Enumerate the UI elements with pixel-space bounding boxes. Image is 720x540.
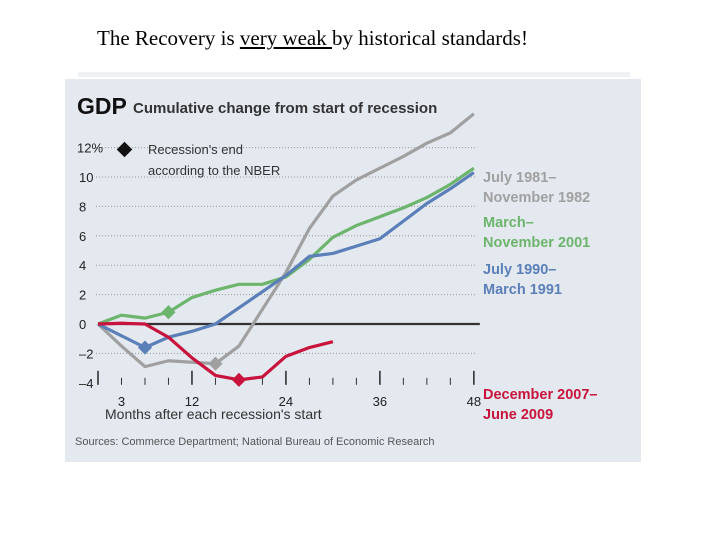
series-label: December 2007– (483, 387, 597, 403)
title-text-end: by historical standards! (332, 26, 528, 50)
chart-background (65, 79, 641, 462)
title-text: The Recovery is (97, 26, 240, 50)
top-strip (78, 72, 630, 77)
series-label: November 2001 (483, 235, 590, 251)
series-label: July 1990– (483, 262, 556, 278)
chart-title: GDP (77, 93, 127, 119)
series-label: March 1991 (483, 282, 562, 298)
recession-end-marker (137, 340, 153, 355)
chart-svg: GDP Cumulative change from start of rece… (65, 72, 641, 462)
series-label: November 1982 (483, 190, 590, 206)
y-tick-label: –4 (79, 376, 93, 391)
series-label: March– (483, 215, 534, 231)
y-tick-label: 0 (79, 317, 86, 332)
series-label: June 2009 (483, 407, 553, 423)
x-tick-label: 48 (467, 394, 481, 409)
recession-end-marker (231, 372, 247, 387)
slide-title: The Recovery is very weak by historical … (97, 26, 528, 51)
y-tick-label: 12% (77, 141, 103, 156)
series-line (96, 112, 475, 369)
series-label: July 1981– (483, 170, 556, 186)
legend-marker-label-2: according to the NBER (148, 163, 280, 178)
y-tick-label: 2 (79, 288, 86, 303)
x-tick-label: 24 (279, 394, 293, 409)
y-tick-label: –2 (79, 346, 93, 361)
y-tick-label: 6 (79, 229, 86, 244)
title-underlined-text: very weak (239, 26, 332, 50)
legend-marker-label-1: Recession's end (148, 142, 243, 157)
x-tick-label: 36 (373, 394, 387, 409)
legend-marker-icon (116, 141, 133, 158)
recession-end-marker (208, 356, 223, 371)
x-axis-label: Months after each recession's start (105, 406, 322, 422)
x-tick-label: 3 (118, 394, 125, 409)
y-tick-label: 4 (79, 258, 86, 273)
series-line (97, 171, 475, 350)
y-tick-label: 10 (79, 170, 93, 185)
x-tick-label: 12 (185, 394, 199, 409)
series-line (97, 321, 334, 382)
chart-subtitle: Cumulative change from start of recessio… (133, 100, 437, 117)
gdp-chart: GDP Cumulative change from start of rece… (65, 72, 641, 462)
chart-source: Sources: Commerce Department; National B… (75, 436, 435, 448)
y-tick-label: 8 (79, 199, 86, 214)
